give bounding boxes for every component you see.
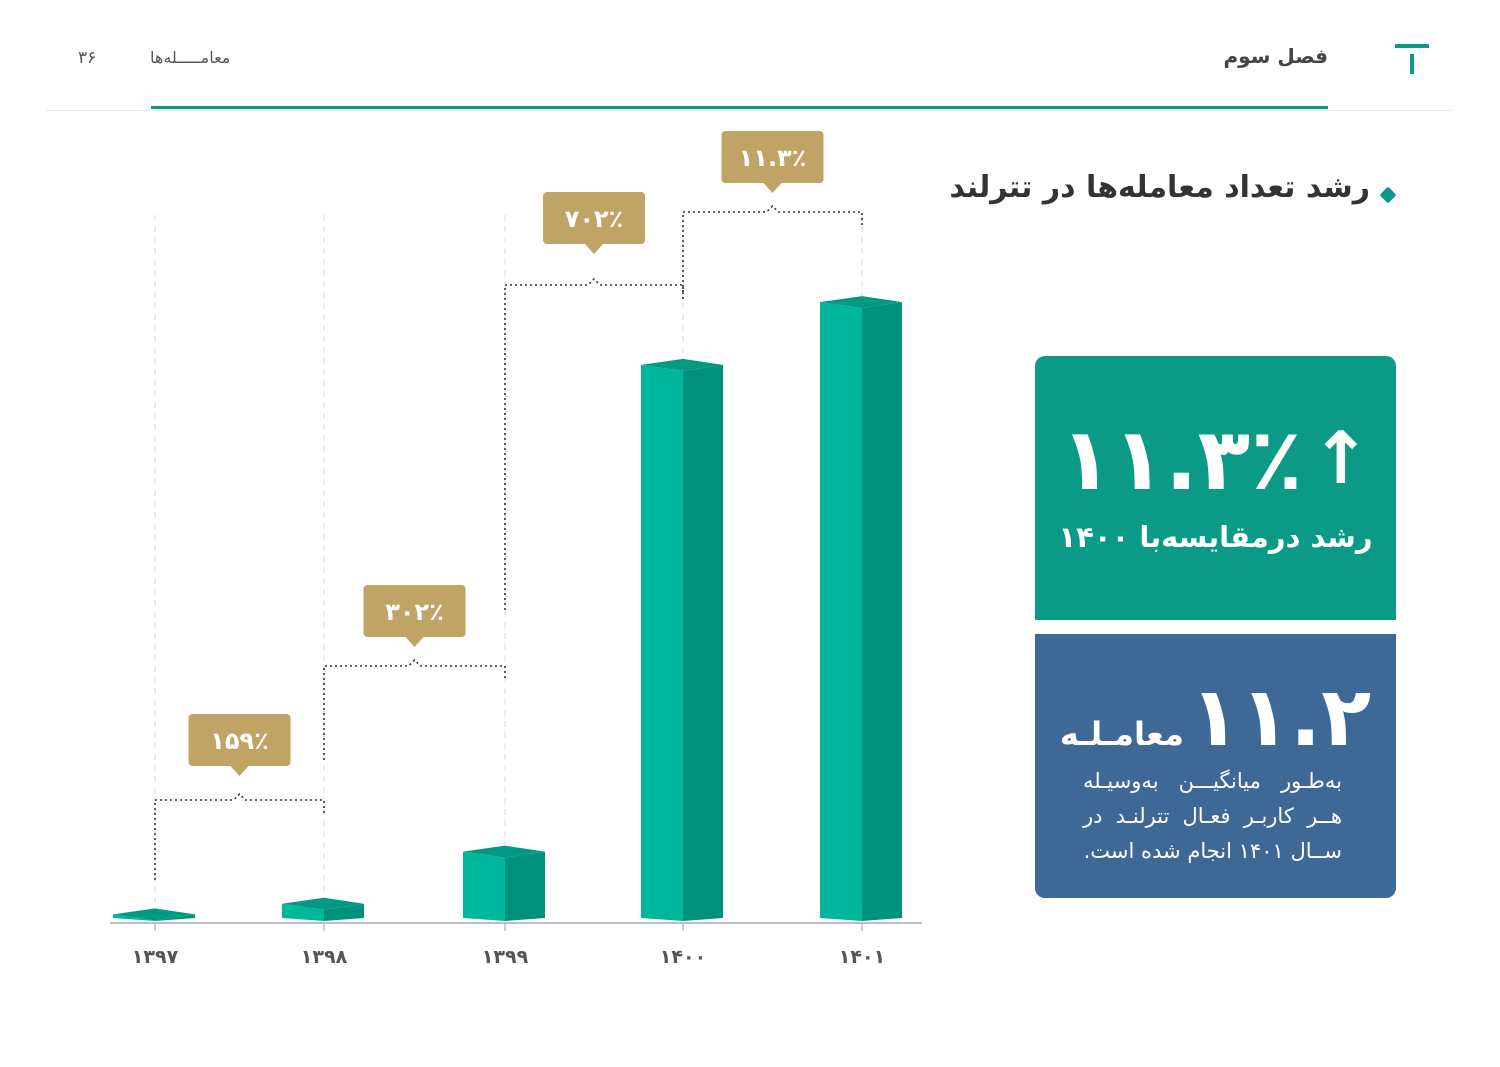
header-accent-line bbox=[151, 106, 1328, 109]
x-tick-label: ۱۳۹۹ bbox=[482, 946, 529, 968]
growth-card: ۱۱.۳٪ ↑ رشد درمقایسه‌با ۱۴۰۰ bbox=[1035, 356, 1396, 620]
growth-value: ۱۱.۳٪ bbox=[1060, 410, 1303, 510]
growth-bracket bbox=[154, 792, 325, 880]
average-value: ۱۱.۲ bbox=[1189, 670, 1372, 765]
bar-side bbox=[505, 851, 545, 921]
t-logo-icon bbox=[1395, 44, 1429, 74]
bar-front bbox=[463, 851, 505, 921]
bar-side bbox=[862, 302, 902, 922]
average-headline: ۱۱.۲معامـلـه bbox=[1035, 670, 1396, 765]
bar-top bbox=[113, 908, 195, 921]
growth-headline: ۱۱.۳٪ ↑ bbox=[1035, 408, 1396, 510]
bar-top bbox=[820, 296, 902, 309]
growth-callout-box bbox=[721, 131, 824, 183]
bar-front bbox=[282, 903, 324, 921]
average-description: به‌طـور میانگیـــن به‌وسیـله هــر کاربـر… bbox=[1083, 769, 1342, 863]
chapter-title: فصل سوم bbox=[1223, 44, 1328, 68]
average-card: ۱۱.۲معامـلـه به‌طـور میانگیـــن به‌وسیـل… bbox=[1035, 634, 1396, 898]
bar-3 bbox=[463, 845, 545, 921]
callout-pointer bbox=[585, 244, 603, 254]
bar-5 bbox=[820, 296, 902, 922]
callout-pointer bbox=[763, 183, 782, 193]
bar-1 bbox=[113, 908, 195, 921]
chart-title: رشد تعداد معامله‌ها در تترلند bbox=[949, 170, 1370, 205]
bar-top bbox=[641, 358, 723, 371]
bar-side bbox=[683, 364, 723, 921]
bar-side bbox=[155, 914, 195, 921]
x-tick-label: ۱۳۹۷ bbox=[132, 946, 179, 968]
growth-callout-label: ۱۵۹٪ bbox=[210, 727, 269, 755]
x-tick-label: ۱۴۰۱ bbox=[839, 946, 885, 968]
x-tick-label: ۱۳۹۸ bbox=[301, 946, 348, 968]
bar-front bbox=[820, 302, 862, 922]
bar-side bbox=[324, 903, 364, 921]
x-tick-label: ۱۴۰۰ bbox=[660, 946, 706, 968]
growth-callout-box bbox=[543, 192, 645, 244]
growth-bracket bbox=[504, 277, 684, 610]
page-number: ۳۶ bbox=[78, 48, 97, 68]
bar-top bbox=[282, 897, 364, 910]
growth-callout-label: ۱۱.۳٪ bbox=[739, 144, 807, 172]
header-divider bbox=[46, 110, 1454, 111]
bar-4 bbox=[641, 358, 723, 921]
callout-pointer bbox=[405, 637, 424, 647]
growth-callout-label: ۷۰۲٪ bbox=[565, 205, 624, 233]
growth-callout-label: ۳۰۲٪ bbox=[385, 598, 444, 626]
average-unit: معامـلـه bbox=[1059, 715, 1184, 753]
arrow-up-icon: ↑ bbox=[1310, 416, 1371, 500]
bar-front bbox=[113, 914, 155, 921]
growth-callout-box bbox=[363, 585, 466, 637]
bar-2 bbox=[282, 897, 364, 921]
bar-front bbox=[641, 364, 683, 921]
growth-callout-box bbox=[188, 714, 291, 766]
growth-bar-chart: ۱۳۹۷ ۱۳۹۸ ۱۳۹۹ ۱۴۰۰ ۱۴۰۱ ۱۵۹٪ ۳۰۲٪ ۷۰۲٪ ۱۱.۳٪ bbox=[110, 131, 922, 968]
growth-label: رشد درمقایسه‌با ۱۴۰۰ bbox=[1058, 520, 1373, 554]
bar-top bbox=[463, 845, 545, 858]
growth-bracket bbox=[682, 204, 863, 292]
callout-pointer bbox=[230, 766, 249, 776]
section-title: معامـــــله‌ها bbox=[150, 48, 231, 67]
growth-bracket bbox=[323, 658, 506, 760]
heading-bullet bbox=[1379, 186, 1397, 204]
